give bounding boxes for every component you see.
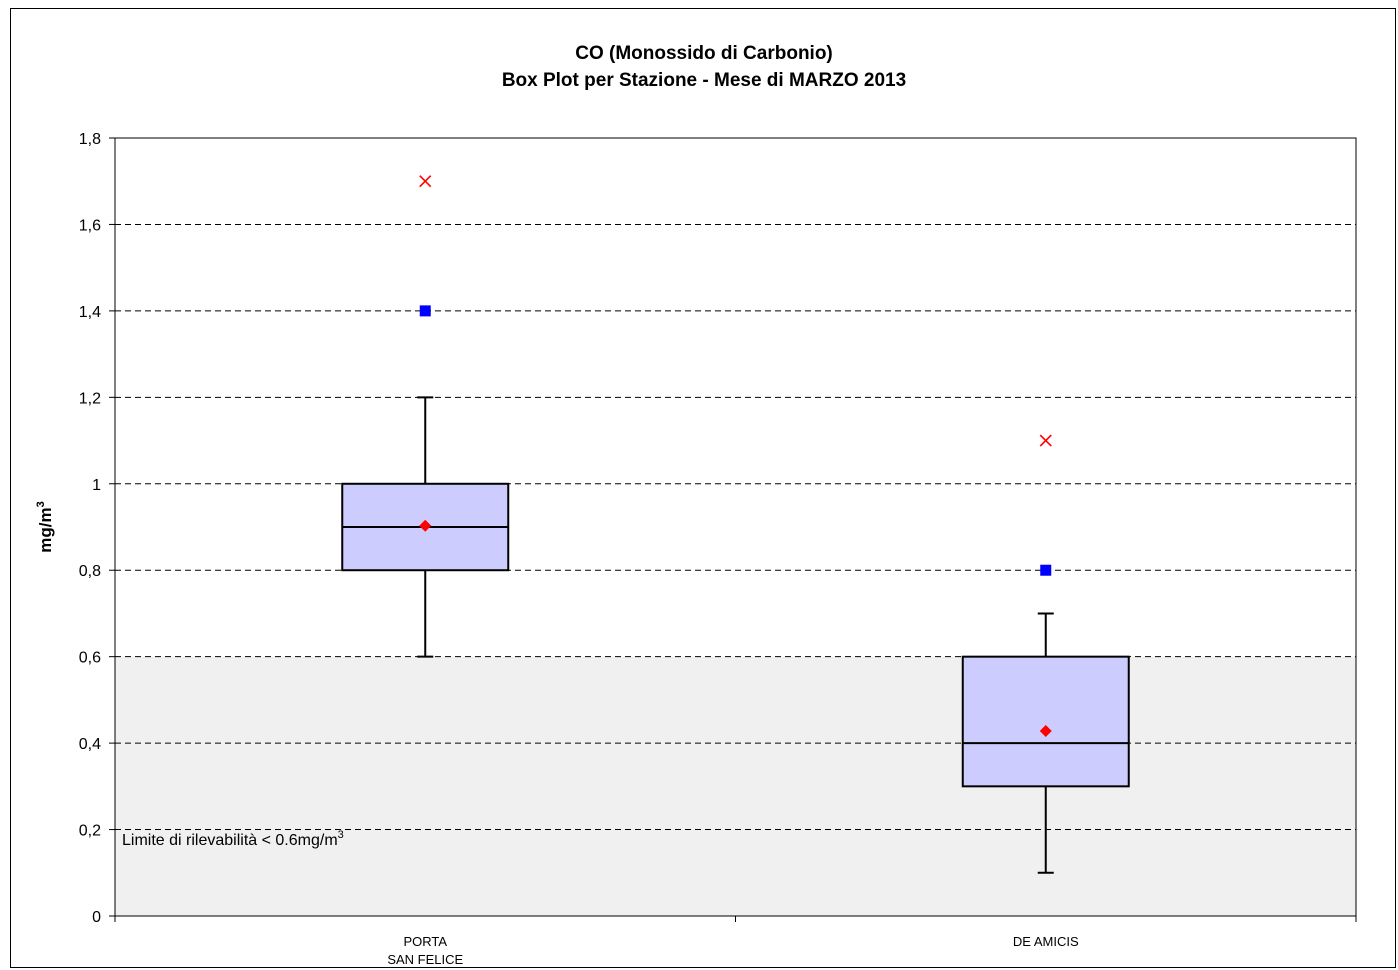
square-marker (1040, 564, 1052, 576)
box-iqr (961, 655, 1130, 788)
category-label: SAN FELICE (387, 952, 463, 967)
x-marker-stroke-b (419, 175, 432, 188)
y-axis-label: mg/m3 (35, 501, 55, 552)
y-tick-label: 1 (92, 477, 101, 494)
detection-limit-band (115, 656, 1356, 916)
y-tick-label: 0 (92, 909, 101, 926)
detection-limit-note: Limite di rilevabilità < 0.6mg/m3 (122, 829, 344, 849)
y-tick-label: 1,2 (79, 390, 101, 407)
y-tick-label: 1,8 (79, 131, 101, 148)
y-tick-label: 1,6 (79, 217, 101, 234)
square-marker (419, 305, 431, 317)
y-tick-label: 0,8 (79, 563, 101, 580)
y-axis-label-superscript: 3 (35, 501, 47, 507)
chart-title-line-1: CO (Monossido di Carbonio) (575, 43, 833, 64)
y-tick-label: 0,4 (79, 736, 101, 753)
category-label: DE AMICIS (1013, 934, 1079, 949)
detection-limit-note-main: Limite di rilevabilità < 0.6mg/m (122, 832, 338, 849)
chart-frame: CO (Monossido di Carbonio) Box Plot per S… (10, 8, 1396, 968)
mean-marker (1039, 725, 1052, 738)
mean-marker (419, 519, 432, 532)
x-marker-stroke-b (1039, 434, 1052, 447)
y-axis-label-main: mg/m (36, 507, 55, 552)
category-label: PORTA (403, 934, 447, 949)
box-plot-chart: CO (Monossido di Carbonio) Box Plot per S… (35, 43, 1357, 967)
chart-title-line-2: Box Plot per Stazione - Mese di MARZO 20… (502, 70, 906, 91)
detection-limit-note-superscript: 3 (338, 829, 344, 841)
y-tick-label: 0,2 (79, 823, 101, 840)
y-tick-label: 1,4 (79, 304, 101, 321)
y-tick-label: 0,6 (79, 650, 101, 667)
